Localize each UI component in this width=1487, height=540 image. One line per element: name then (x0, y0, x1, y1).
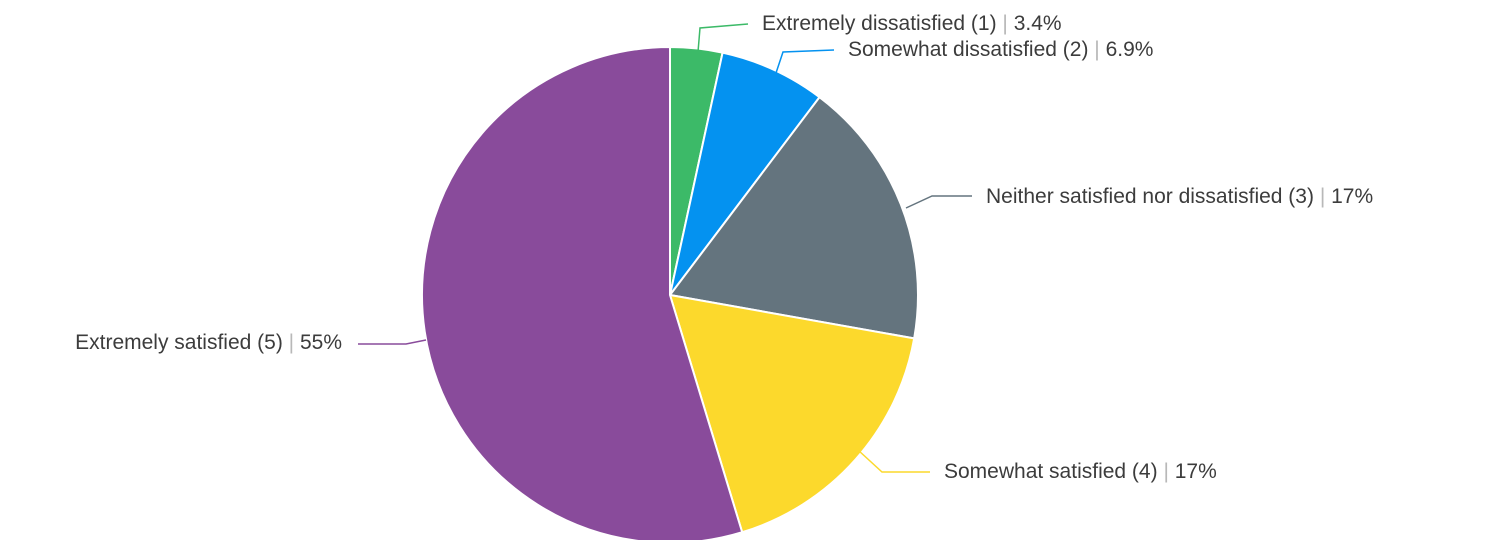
pie-slice-5 (421, 45, 744, 540)
slice-percent-label: 55% (300, 331, 342, 354)
pie-slice-4 (668, 293, 916, 534)
slice-category-label: Somewhat dissatisfied (2) (848, 38, 1094, 61)
slice-percent-label: 3.4% (1014, 12, 1062, 35)
slice-category-label: Neither satisfied nor dissatisfied (3) (986, 185, 1320, 208)
slice-percent-label: 17% (1331, 185, 1373, 208)
slice-category-label: Extremely dissatisfied (1) (762, 12, 1002, 35)
slice-label-3: Neither satisfied nor dissatisfied (3) |… (986, 185, 1373, 208)
slices-layer (421, 45, 919, 540)
leader-line-1 (697, 23, 749, 53)
slice-label-2: Somewhat dissatisfied (2) | 6.9% (848, 38, 1153, 61)
pie-slice-2 (669, 51, 821, 296)
label-separator: | (1002, 12, 1013, 35)
leader-line-4 (857, 449, 930, 473)
label-separator: | (289, 331, 300, 354)
label-separator: | (1163, 460, 1174, 483)
leader-line-2 (774, 49, 835, 77)
slice-labels: Extremely dissatisfied (1) | 3.4% Somewha… (75, 12, 1373, 483)
label-separator: | (1094, 38, 1105, 61)
slice-label-4: Somewhat satisfied (4) | 17% (944, 460, 1217, 483)
slice-label-5: Extremely satisfied (5) | 55% (75, 331, 342, 354)
pie-slice-3 (668, 95, 919, 340)
label-separator: | (1320, 185, 1331, 208)
leader-lines (358, 23, 972, 473)
slice-label-1: Extremely dissatisfied (1) | 3.4% (762, 12, 1062, 35)
leader-line-3 (905, 195, 972, 209)
slice-percent-label: 17% (1175, 460, 1217, 483)
leader-line-5 (358, 339, 427, 345)
slice-percent-label: 6.9% (1106, 38, 1154, 61)
slice-category-label: Extremely satisfied (5) (75, 331, 289, 354)
slice-category-label: Somewhat satisfied (4) (944, 460, 1163, 483)
